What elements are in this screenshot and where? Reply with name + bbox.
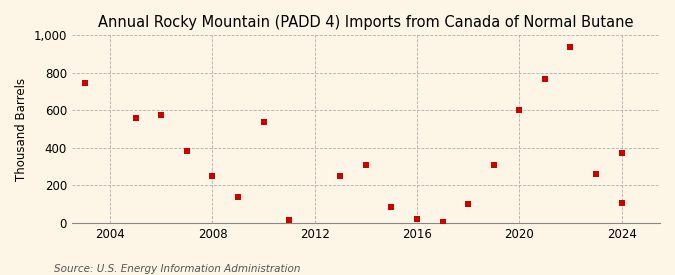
Point (360, 163, 371, 167)
Title: Annual Rocky Mountain (PADD 4) Imports from Canada of Normal Butane: Annual Rocky Mountain (PADD 4) Imports f… (98, 15, 634, 30)
Point (412, 217, 423, 221)
Point (284, 218, 294, 223)
Point (463, 201, 474, 206)
Point (79, 80, 90, 85)
Point (616, 201, 627, 205)
Point (616, 150, 627, 155)
Text: Source: U.S. Energy Information Administration: Source: U.S. Energy Information Administ… (54, 264, 300, 274)
Point (207, 174, 218, 178)
Point (437, 220, 448, 224)
Point (130, 116, 141, 120)
Point (233, 195, 244, 199)
Point (489, 163, 500, 167)
Point (514, 108, 524, 112)
Point (565, 44, 576, 49)
Point (259, 120, 269, 124)
Point (182, 149, 192, 153)
Point (386, 205, 397, 210)
Point (156, 113, 167, 117)
Point (591, 172, 601, 177)
Y-axis label: Thousand Barrels: Thousand Barrels (15, 78, 28, 181)
Point (335, 174, 346, 178)
Point (539, 77, 550, 81)
